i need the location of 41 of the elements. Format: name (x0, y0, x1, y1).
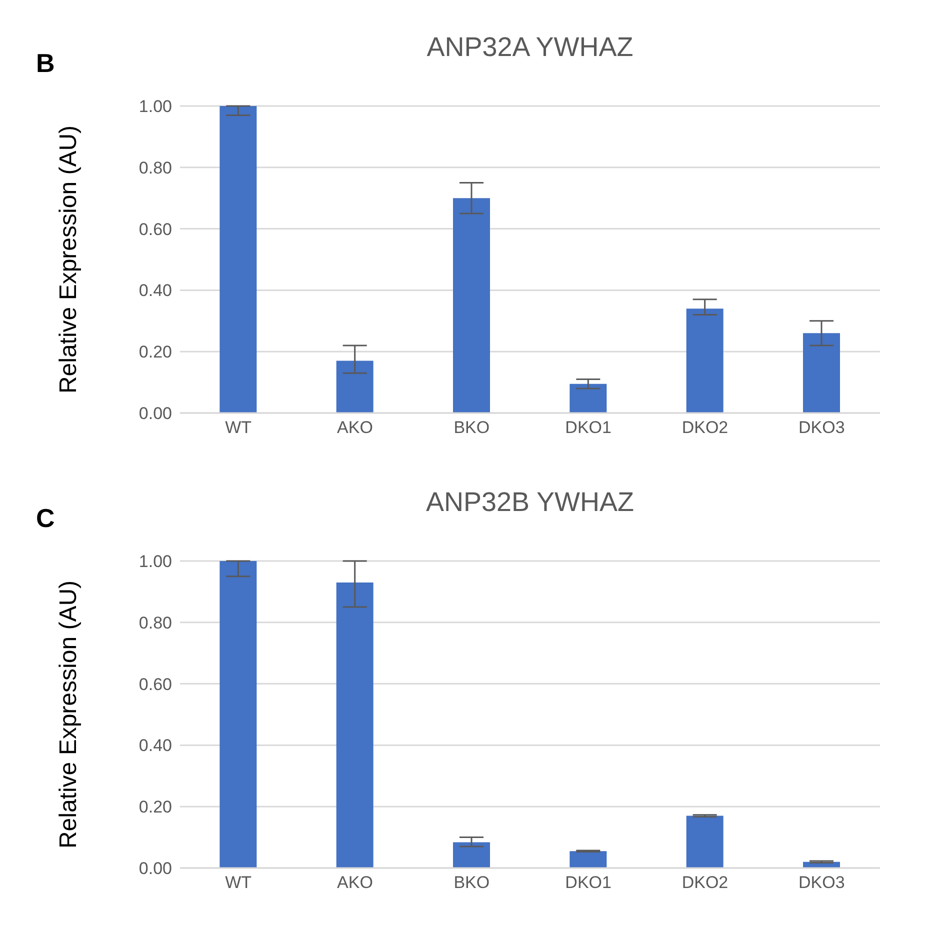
bar (686, 816, 724, 868)
y-tick-label: 0.60 (138, 220, 172, 239)
bar (570, 851, 607, 868)
y-tick-label: 0.00 (138, 859, 172, 878)
bar (336, 360, 374, 413)
y-tick-label: 0.20 (138, 798, 172, 817)
x-tick-label: BKO (454, 418, 490, 438)
y-tick-label: 0.60 (138, 674, 172, 694)
text: C (36, 503, 55, 534)
chart-title: ANP32A YWHAZ (426, 32, 634, 62)
y-tick-label: 0.40 (138, 736, 172, 756)
x-tick-label: DKO3 (798, 873, 845, 892)
x-tick-label: DKO3 (798, 418, 845, 438)
x-tick-label: BKO (454, 873, 490, 892)
bar (220, 106, 257, 413)
y-tick-label: 0.80 (138, 158, 172, 178)
y-tick-label: 0.80 (138, 613, 172, 632)
y-tick-label: 1.00 (138, 552, 172, 572)
x-tick-label: DKO1 (565, 418, 612, 438)
bar (336, 582, 374, 868)
text: B (36, 48, 55, 79)
bar (453, 842, 490, 868)
x-tick-label: DKO1 (565, 873, 612, 892)
y-tick-label: 0.20 (138, 342, 172, 362)
y-axis-title: Relative Expression (AU) (55, 580, 82, 849)
bar (453, 198, 490, 413)
y-tick-label: 0.40 (138, 281, 172, 300)
x-tick-label: AKO (337, 873, 373, 892)
x-tick-label: WT (225, 873, 252, 892)
x-tick-label: AKO (337, 418, 373, 438)
bar (803, 333, 840, 413)
y-tick-label: 0.00 (138, 404, 172, 424)
y-axis-title: Relative Expression (AU) (55, 125, 82, 394)
chart-title: ANP32B YWHAZ (426, 487, 634, 517)
y-tick-label: 1.00 (138, 97, 172, 116)
bar (686, 308, 724, 413)
x-tick-label: WT (225, 418, 252, 438)
bar (570, 384, 607, 413)
x-tick-label: DKO2 (682, 418, 728, 438)
x-tick-label: DKO2 (682, 873, 728, 892)
bar (220, 561, 257, 868)
